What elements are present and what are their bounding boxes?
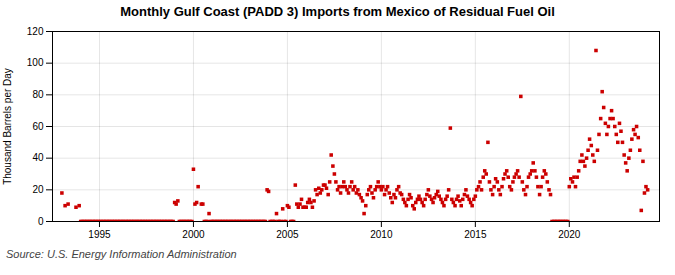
svg-text:100: 100 (27, 57, 44, 68)
svg-text:0: 0 (38, 216, 44, 227)
svg-text:20: 20 (32, 184, 44, 195)
svg-text:2000: 2000 (182, 229, 205, 240)
svg-text:120: 120 (27, 26, 44, 37)
svg-text:60: 60 (32, 121, 44, 132)
svg-text:2010: 2010 (370, 229, 393, 240)
svg-text:2005: 2005 (276, 229, 299, 240)
svg-text:1995: 1995 (88, 229, 111, 240)
svg-text:Thousand Barrels per Day: Thousand Barrels per Day (2, 68, 13, 185)
svg-text:2020: 2020 (558, 229, 581, 240)
html-text:Source: U.S. Energy Informatio: Source: U.S. Energy Information Administ… (6, 248, 237, 260)
svg-text:80: 80 (32, 89, 44, 100)
svg-text:40: 40 (32, 152, 44, 163)
svg-text:2015: 2015 (464, 229, 487, 240)
html-text:Monthly Gulf Coast (PADD 3) Im: Monthly Gulf Coast (PADD 3) Imports from… (120, 4, 555, 19)
